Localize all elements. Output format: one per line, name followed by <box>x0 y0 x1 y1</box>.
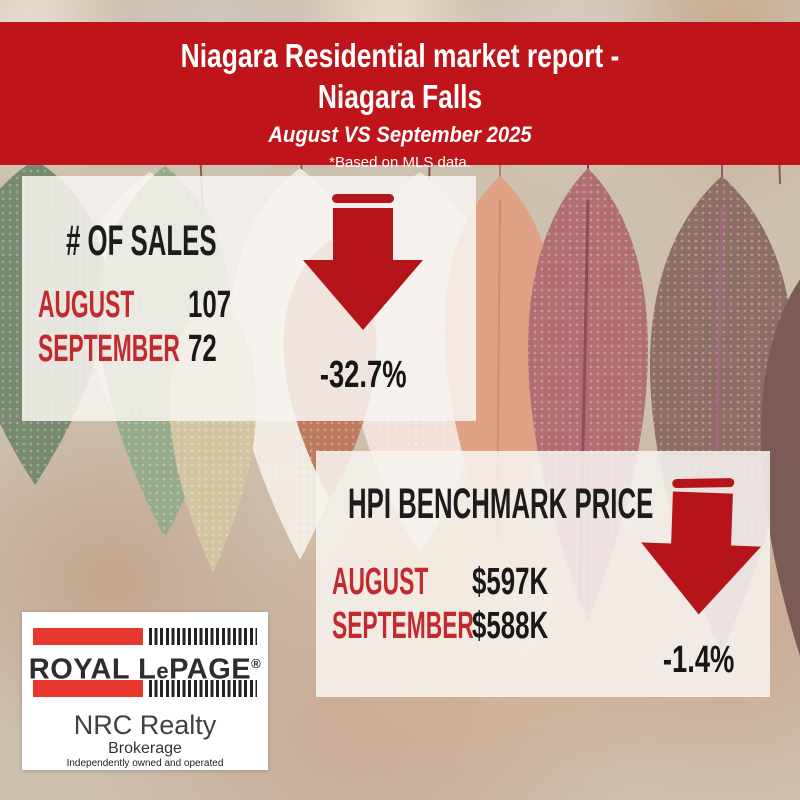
sales-row-september: SEPTEMBER 72 <box>38 330 460 370</box>
logo-stripe-pattern <box>149 680 257 697</box>
sales-panel: # OF SALES AUGUST 107 SEPTEMBER 72 -32.7… <box>22 176 476 421</box>
hpi-panel-title: HPI BENCHMARK PRICE <box>348 480 654 528</box>
dark-leaf <box>761 279 800 656</box>
hpi-change-percent: -1.4% <box>663 639 735 681</box>
month-value: 72 <box>188 328 217 370</box>
registered-mark: ® <box>251 656 262 671</box>
mls-note: *Based on MLS data. <box>329 154 471 171</box>
month-value: $588K <box>472 605 549 647</box>
down-arrow-icon <box>641 478 762 615</box>
royal-lepage-logo-card: ROYAL LePAGE® NRC Realty Brokerage Indep… <box>22 612 268 770</box>
logo-red-bar <box>33 680 143 697</box>
logo-brand-name: ROYAL LePAGE® <box>28 653 262 686</box>
month-label: SEPTEMBER <box>38 328 180 370</box>
month-value: 107 <box>188 284 232 326</box>
hpi-row-september: SEPTEMBER $588K <box>332 607 754 647</box>
month-value: $597K <box>472 561 549 603</box>
hpi-panel: HPI BENCHMARK PRICE AUGUST $597K SEPTEMB… <box>316 451 770 697</box>
report-subtitle: August VS September 2025 <box>268 122 532 147</box>
sales-panel-title: # OF SALES <box>66 217 217 265</box>
report-title-line2: Niagara Falls <box>317 78 483 115</box>
report-title: Niagara Residential market report - Niag… <box>80 35 720 117</box>
logo-bottom-bar <box>33 680 257 697</box>
brokerage-descriptor: Brokerage <box>108 740 182 757</box>
report-title-line1: Niagara Residential market report - <box>180 37 620 74</box>
month-label: SEPTEMBER <box>332 605 474 647</box>
brokerage-tagline: Independently owned and operated <box>66 758 224 769</box>
header-banner: Niagara Residential market report - Niag… <box>0 22 800 171</box>
brokerage-name: NRC Realty <box>73 710 217 740</box>
logo-stripe-pattern <box>149 628 257 645</box>
down-arrow-icon <box>303 194 423 330</box>
hpi-row-august: AUGUST $597K <box>332 563 754 603</box>
sales-change-percent: -32.7% <box>319 354 407 396</box>
month-label: AUGUST <box>332 561 429 603</box>
sales-row-august: AUGUST 107 <box>38 286 460 326</box>
month-label: AUGUST <box>38 284 135 326</box>
logo-red-bar <box>33 628 143 645</box>
logo-top-bar <box>33 628 257 645</box>
